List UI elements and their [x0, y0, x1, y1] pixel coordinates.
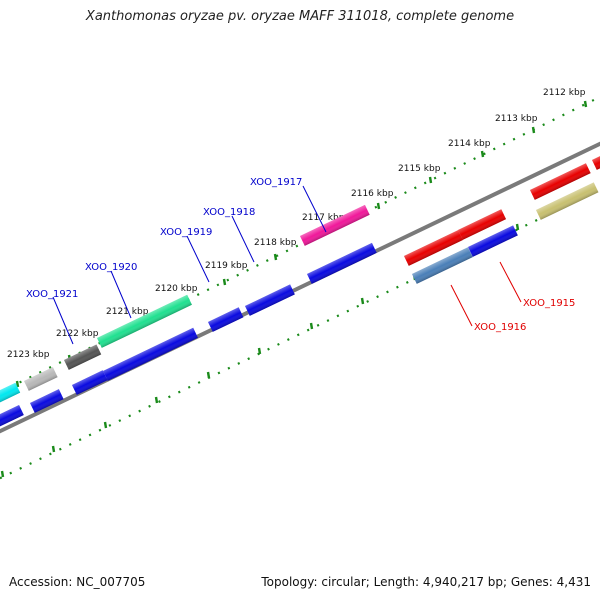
gene-label[interactable]: XOO_1921: [26, 289, 78, 300]
tick-label: 2120 kbp: [155, 284, 198, 294]
map-title: Xanthomonas oryzae pv. oryzae MAFF 31101…: [85, 9, 515, 24]
gene-label[interactable]: XOO_1917: [250, 177, 302, 188]
genome-summary: Topology: circular; Length: 4,940,217 bp…: [261, 575, 591, 589]
tick-label: 2117 kbp: [302, 213, 345, 223]
accession-info: Accession: NC_007705: [9, 575, 146, 589]
gene-label[interactable]: XOO_1920: [85, 262, 137, 273]
tick-label: 2112 kbp: [543, 88, 586, 98]
gene-label[interactable]: XOO_1918: [203, 207, 255, 218]
tick-label: 2121 kbp: [106, 307, 149, 317]
tick-label: 2113 kbp: [495, 114, 538, 124]
gene-label[interactable]: XOO_1916: [474, 322, 526, 333]
tick-label: 2122 kbp: [56, 329, 99, 339]
gene-label[interactable]: XOO_1915: [523, 298, 575, 309]
tick-label: 2116 kbp: [351, 189, 394, 199]
gene-labels: XOO_1915 XOO_1916 XOO_1917 XOO_1918 XOO_…: [26, 177, 575, 345]
tick-labels: 2112 kbp 2113 kbp 2114 kbp 2115 kbp 2116…: [7, 88, 586, 360]
tick-label: 2114 kbp: [448, 139, 491, 149]
feature-track-outer-far: [0, 151, 600, 404]
tick-label: 2123 kbp: [7, 350, 50, 360]
tick-label: 2119 kbp: [205, 261, 248, 271]
feature-track-outer-near: [0, 182, 599, 428]
gene-label[interactable]: XOO_1919: [160, 227, 212, 238]
tick-label: 2118 kbp: [254, 238, 297, 248]
tick-label: 2115 kbp: [398, 164, 441, 174]
